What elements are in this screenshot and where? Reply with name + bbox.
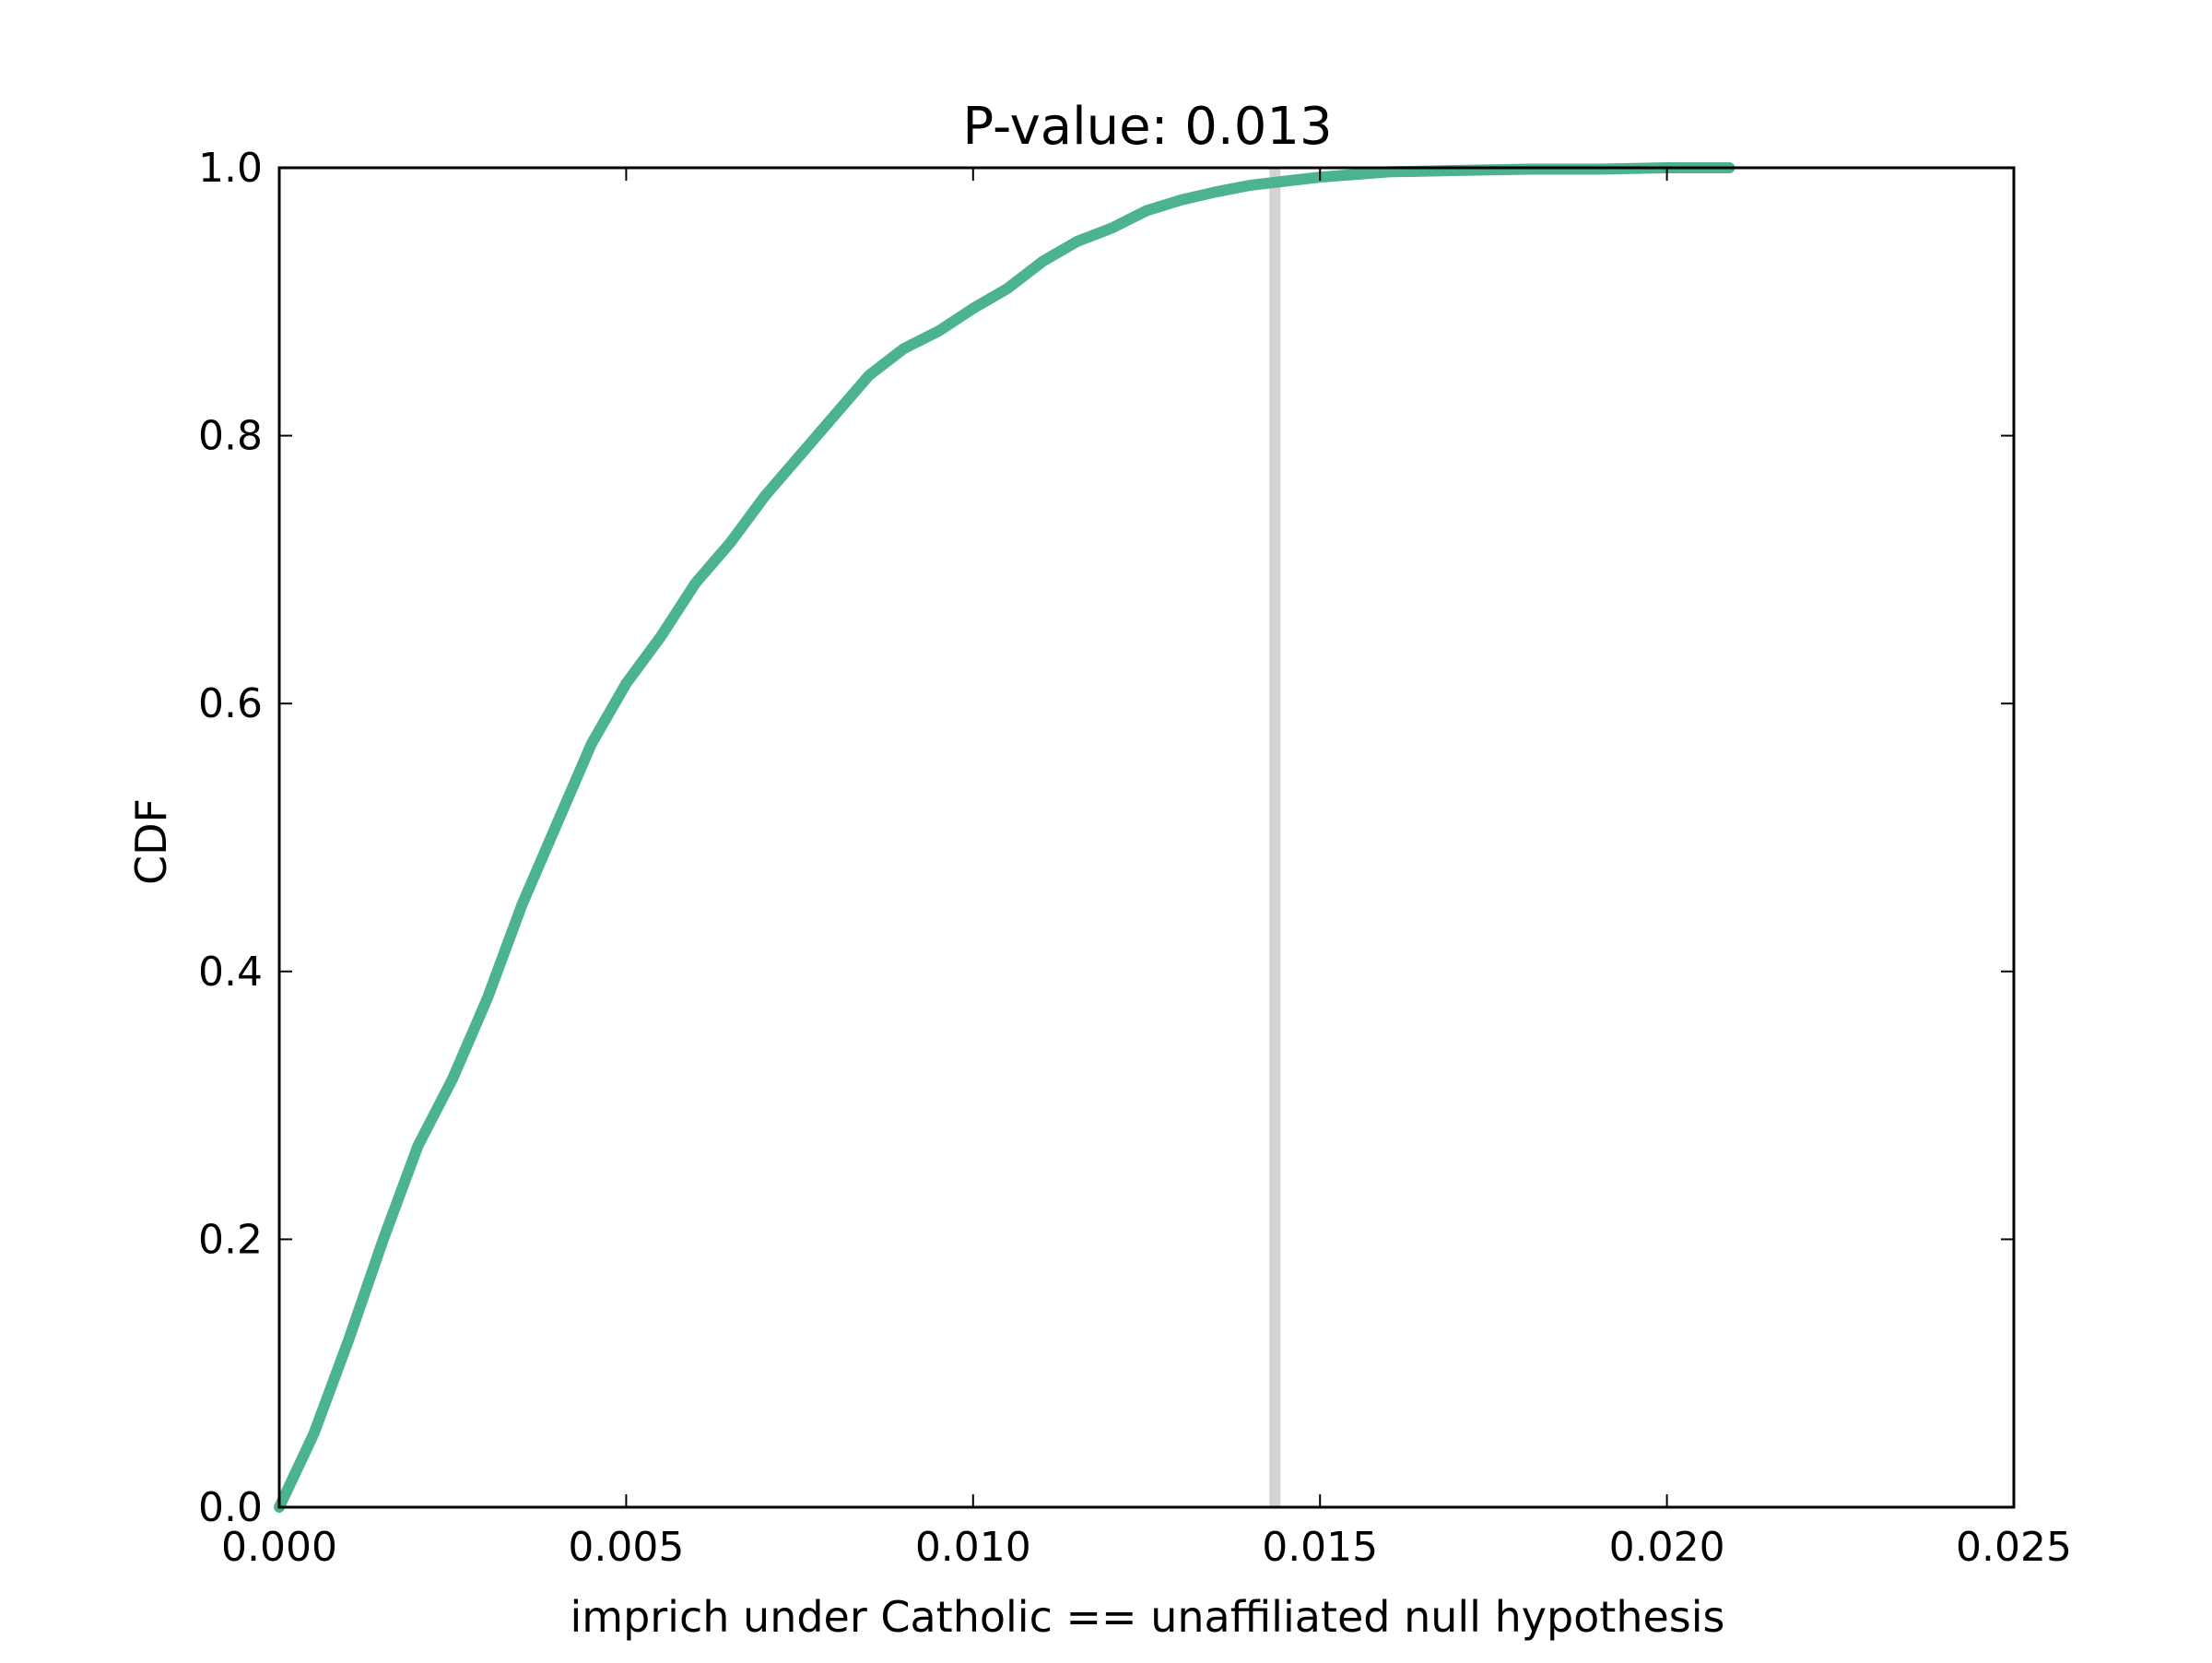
y-tick-label: 0.6 [198,680,263,727]
chart-title: P-value: 0.013 [962,97,1332,157]
x-tick-label: 0.005 [568,1524,684,1571]
axis-ticks [278,167,2015,1508]
x-tick-label: 0.025 [1956,1524,2072,1571]
x-axis-label: imprich under Catholic == unaffiliated n… [570,1592,1724,1642]
y-tick-label: 0.8 [198,413,263,460]
plot-frame [277,166,2016,1509]
x-tick-label: 0.010 [915,1524,1031,1571]
cdf-series-line [274,162,1735,1513]
x-tick-label: 0.020 [1609,1524,1725,1571]
y-tick-label: 0.0 [198,1484,263,1531]
x-tick-label: 0.015 [1262,1524,1378,1571]
axis-tick-labels: 0.000 0.005 0.010 0.015 0.020 0.025 0.0 0.2 0.4 0… [198,145,2072,1571]
y-tick-label: 1.0 [198,145,263,192]
y-tick-label: 0.4 [198,949,263,996]
x-tick-label: 0.000 [221,1524,337,1571]
y-tick-label: 0.2 [198,1216,263,1263]
y-axis-label: CDF [126,798,176,885]
